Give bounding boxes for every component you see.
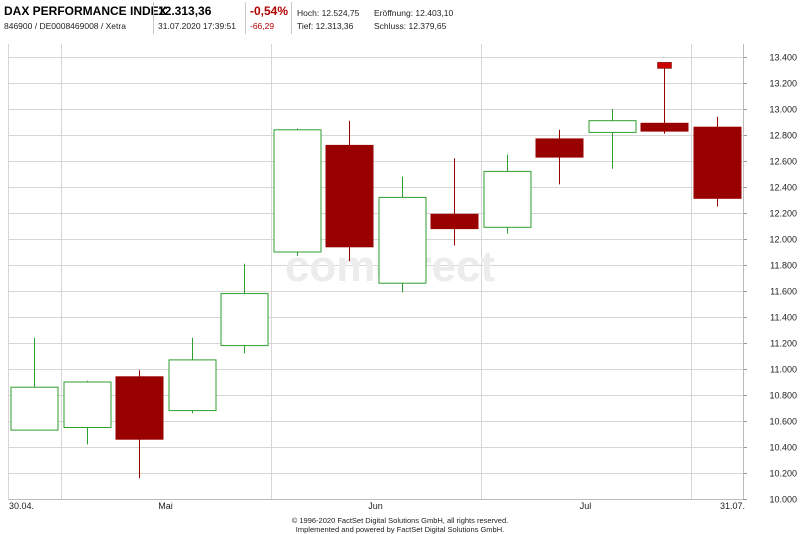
x-tick-label: Mai — [158, 501, 173, 511]
quote-header: DAX PERFORMANCE INDEX 846900 / DE0008469… — [0, 0, 800, 36]
y-tick-label: 13.200 — [769, 79, 797, 89]
candle-body-down — [325, 144, 374, 248]
instrument-info: DAX PERFORMANCE INDEX 846900 / DE0008469… — [0, 0, 167, 36]
candle-body-up — [588, 120, 637, 133]
x-tick-label: Jun — [368, 501, 383, 511]
copyright-line-1: © 1996-2020 FactSet Digital Solutions Gm… — [291, 516, 509, 525]
candle-body-up — [273, 129, 322, 253]
y-tick-label: 12.000 — [769, 235, 797, 245]
y-tick-label: 12.600 — [769, 157, 797, 167]
x-tick-label: 31.07. — [720, 501, 745, 511]
y-tick-label: 11.600 — [770, 287, 797, 297]
y-tick-label: 13.000 — [769, 105, 797, 115]
instrument-name: DAX PERFORMANCE INDEX — [4, 4, 167, 18]
axes: 10.000 10.200 10.400 10.600 10.800 11.000 11.2… — [8, 44, 797, 511]
y-tick-label: 10.000 — [769, 495, 797, 505]
header-divider — [153, 2, 154, 34]
candle-body-up — [483, 170, 532, 228]
x-tick-label: 30.04. — [9, 501, 34, 511]
price-datetime: 31.07.2020 17:39:51 — [158, 21, 236, 31]
y-tick-label: 12.200 — [769, 209, 797, 219]
candles — [10, 62, 742, 479]
candle-body-down — [535, 138, 584, 158]
low-value: Tief: 12.313,36 — [297, 21, 354, 31]
y-tick-label: 12.400 — [769, 183, 797, 193]
candle-body-up — [10, 386, 59, 431]
y-tick-label: 11.000 — [770, 365, 797, 375]
high-value: Hoch: 12.524,75 — [297, 8, 360, 18]
header-divider — [245, 2, 246, 34]
y-tick-label: 10.400 — [769, 443, 797, 453]
y-tick-label: 11.800 — [770, 261, 797, 271]
candle-body-up — [378, 196, 427, 284]
change-percent: -0,54% — [250, 4, 289, 18]
instrument-ids: 846900 / DE0008469008 / Xetra — [4, 21, 126, 31]
y-tick-label: 10.200 — [769, 469, 797, 479]
change-absolute: -66,29 — [250, 21, 275, 31]
candle-body-up — [63, 381, 112, 428]
change-info: -0,54% -66,29 — [246, 0, 290, 36]
copyright-footer: © 1996-2020 FactSet Digital Solutions Gm… — [0, 516, 800, 534]
high-marker — [657, 62, 672, 69]
y-tick-label: 10.600 — [769, 417, 797, 427]
candle-body-down — [693, 126, 742, 199]
header-divider — [291, 2, 292, 34]
candle-body-up — [220, 293, 269, 347]
y-tick-label: 11.200 — [770, 339, 797, 349]
price-info: 12.313,36 31.07.2020 17:39:51 — [154, 0, 244, 36]
candle-body-down — [640, 122, 689, 132]
y-tick-label: 13.400 — [769, 53, 797, 63]
y-tick-label: 11.400 — [770, 313, 797, 323]
last-price: 12.313,36 — [158, 4, 212, 18]
x-tick-label: Jul — [580, 501, 592, 511]
candlestick-chart: comdirect 10.00010.20010.40010.60010.800… — [8, 44, 797, 511]
candle-body-down — [430, 213, 479, 230]
y-tick-label: 12.800 — [769, 131, 797, 141]
ohlc-info: Hoch: 12.524,75 Eröffnung: 12.403,10 Tie… — [292, 0, 462, 36]
candle-body-up — [168, 359, 217, 412]
candle-body-down — [115, 376, 164, 440]
open-value: Eröffnung: 12.403,10 — [374, 8, 454, 18]
y-tick-label: 10.800 — [769, 391, 797, 401]
copyright-line-2: Implemented and powered by FactSet Digit… — [295, 525, 505, 534]
close-value: Schluss: 12.379,65 — [374, 21, 447, 31]
